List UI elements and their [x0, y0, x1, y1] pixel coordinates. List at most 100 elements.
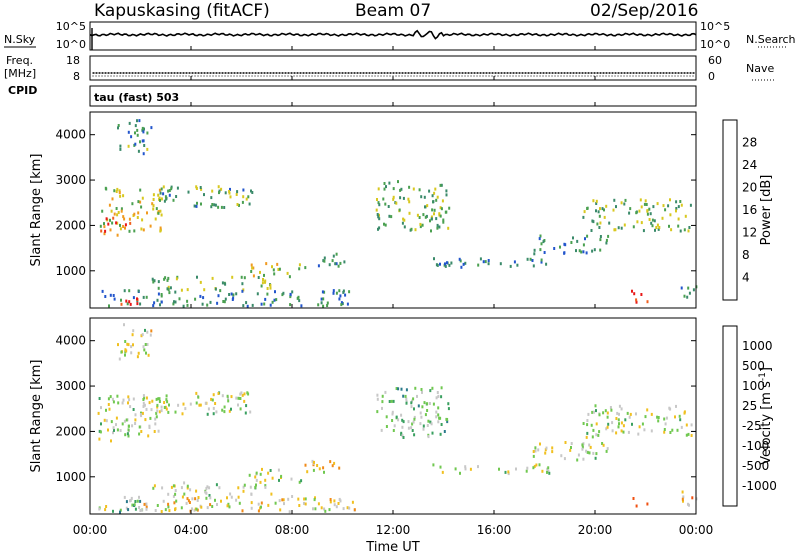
heatmap-cell: [624, 198, 627, 202]
heatmap-cell: [199, 280, 202, 284]
heatmap-cell: [312, 468, 315, 472]
heatmap-cell: [324, 509, 327, 513]
velocity-y-axis-label: Slant Range [km]: [29, 360, 44, 473]
heatmap-cell: [665, 416, 668, 420]
heatmap-cell: [186, 288, 189, 292]
heatmap-cell: [586, 431, 589, 435]
heatmap-cell: [437, 394, 440, 398]
heatmap-cell: [241, 509, 244, 513]
heatmap-cell: [156, 409, 159, 413]
heatmap-cell: [669, 198, 671, 202]
heatmap-cell: [149, 333, 152, 337]
heatmap-cell: [540, 260, 543, 264]
heatmap-cell: [229, 492, 232, 496]
heatmap-cell: [197, 395, 200, 399]
heatmap-cell: [384, 202, 387, 206]
heatmap-cell: [167, 492, 170, 496]
heatmap-cell: [139, 302, 142, 306]
heatmap-cell: [332, 289, 335, 293]
heatmap-cell: [174, 300, 177, 304]
heatmap-cell: [560, 454, 563, 458]
heatmap-cell: [117, 126, 119, 130]
heatmap-cell: [618, 422, 620, 426]
heatmap-cell: [417, 404, 420, 408]
heatmap-cell: [646, 209, 649, 213]
heatmap-cell: [339, 261, 342, 265]
heatmap-cell: [243, 276, 246, 280]
heatmap-cell: [222, 300, 225, 303]
heatmap-cell: [154, 417, 157, 421]
heatmap-cell: [259, 480, 262, 484]
heatmap-cell: [469, 467, 472, 471]
heatmap-cell: [120, 350, 123, 354]
heatmap-cell: [116, 221, 119, 225]
heatmap-cell: [595, 199, 598, 203]
heatmap-cell: [136, 119, 138, 123]
heatmap-cell: [414, 386, 417, 390]
heatmap-cell: [208, 486, 211, 490]
heatmap-cell: [314, 507, 317, 511]
heatmap-cell: [186, 484, 189, 488]
heatmap-cell: [132, 343, 134, 347]
heatmap-cell: [112, 509, 114, 513]
heatmap-cell: [168, 509, 171, 513]
heatmap-cell: [152, 486, 155, 490]
power-colorbar-label: Power [dB]: [759, 175, 774, 246]
heatmap-cell: [139, 140, 141, 144]
heatmap-cell: [656, 202, 659, 206]
heatmap-cell: [643, 428, 646, 432]
heatmap-cell: [276, 262, 279, 266]
heatmap-cell: [247, 392, 250, 396]
heatmap-cell: [273, 272, 276, 276]
heatmap-cell: [439, 206, 442, 210]
heatmap-cell: [217, 205, 220, 209]
heatmap-cell: [444, 210, 447, 214]
heatmap-cell: [127, 144, 130, 148]
heatmap-cell: [585, 251, 588, 255]
heatmap-cell: [532, 466, 535, 470]
heatmap-cell: [431, 386, 434, 390]
heatmap-cell: [177, 403, 180, 407]
heatmap-cell: [240, 391, 243, 395]
heatmap-cell: [117, 124, 120, 127]
heatmap-cell: [332, 291, 335, 295]
heatmap-cell: [231, 275, 234, 279]
heatmap-cell: [128, 300, 131, 304]
heatmap-cell: [321, 290, 324, 294]
heatmap-cell: [223, 405, 226, 409]
heatmap-cell: [314, 496, 316, 500]
heatmap-cell: [296, 296, 299, 300]
heatmap-cell: [380, 428, 383, 432]
heatmap-cell: [163, 401, 166, 404]
heatmap-cell: [206, 506, 209, 510]
heatmap-cell: [104, 229, 107, 233]
heatmap-cell: [250, 501, 253, 505]
heatmap-cell: [440, 423, 443, 426]
heatmap-cell: [122, 398, 125, 402]
heatmap-cell: [479, 257, 482, 261]
heatmap-cell: [218, 191, 220, 195]
heatmap-cell: [458, 257, 461, 261]
heatmap-cell: [237, 495, 240, 499]
power-panel-frame: [89, 111, 697, 309]
heatmap-cell: [426, 402, 429, 406]
heatmap-cell: [692, 288, 695, 292]
heatmap-cell: [127, 508, 130, 512]
heatmap-cell: [128, 398, 131, 402]
heatmap-cell: [226, 504, 229, 508]
heatmap-cell: [195, 401, 198, 405]
heatmap-cell: [446, 418, 449, 421]
heatmap-cell: [136, 499, 139, 503]
heatmap-cell: [136, 355, 139, 359]
heatmap-cell: [140, 334, 143, 338]
heatmap-cell: [152, 207, 155, 211]
heatmap-cell: [151, 202, 154, 206]
heatmap-cell: [462, 262, 465, 266]
heatmap-cell: [454, 467, 457, 471]
heatmap-cell: [134, 500, 137, 503]
heatmap-cell: [397, 387, 400, 391]
heatmap-cell: [300, 479, 303, 483]
heatmap-cell: [594, 456, 597, 460]
heatmap-cell: [251, 303, 254, 307]
heatmap-cell: [104, 295, 107, 298]
